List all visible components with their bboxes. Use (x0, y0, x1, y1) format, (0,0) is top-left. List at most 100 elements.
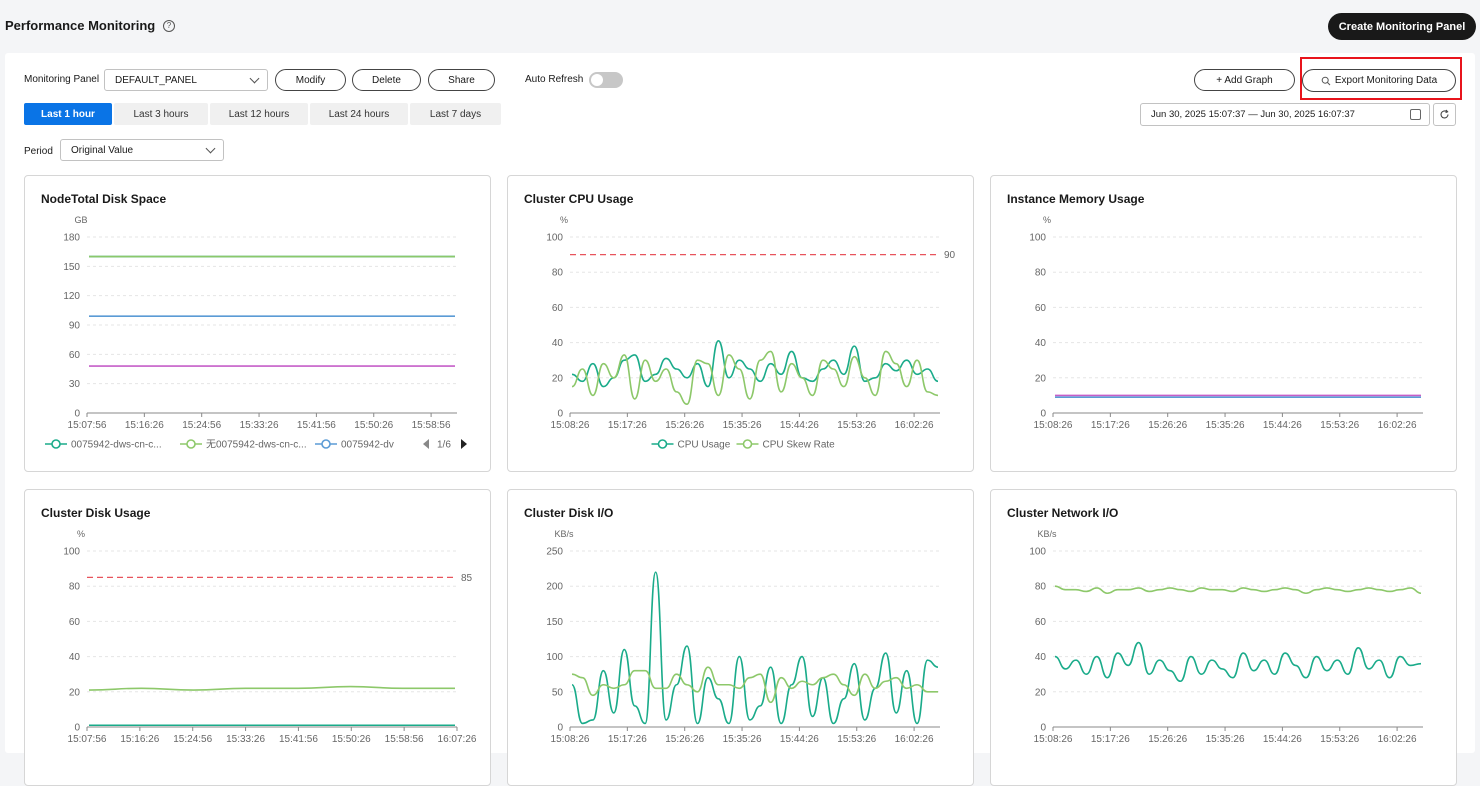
create-monitoring-panel-button[interactable]: Create Monitoring Panel (1328, 13, 1476, 40)
export-monitoring-data-button[interactable]: Export Monitoring Data (1302, 69, 1456, 92)
legend-marker (657, 439, 668, 449)
series-line (1054, 585, 1422, 595)
x-tick-label: 15:08:26 (551, 420, 590, 431)
x-tick-label: 15:24:56 (182, 420, 221, 431)
x-tick-label: 16:02:26 (895, 734, 934, 745)
chart-title: Cluster Disk I/O (524, 506, 614, 520)
chart-card: Cluster Disk Usage % 0 20 40 60 80 100 15:07:56… (24, 489, 491, 786)
calendar-icon (1410, 109, 1421, 120)
refresh-button[interactable] (1433, 103, 1456, 126)
y-tick-label: 20 (69, 687, 81, 698)
y-tick-label: 80 (552, 268, 564, 279)
y-tick-label: 60 (1035, 617, 1047, 628)
chart-cluster-disk-io: KB/s 0 50 100 150 200 250 15:08:26 15:17:26 15:26… (546, 529, 940, 745)
period-value: Original Value (71, 144, 134, 156)
share-button[interactable]: Share (428, 69, 495, 91)
y-tick-label: 80 (69, 582, 81, 593)
add-graph-button[interactable]: + Add Graph (1194, 69, 1295, 91)
y-tick-label: 120 (63, 291, 80, 302)
x-tick-label: 15:41:56 (297, 420, 336, 431)
chart-instance-memory-usage: % 0 20 40 60 80 100 15:08:26 15:17:26 15:26:26 15:… (1029, 215, 1423, 431)
chart-node-disk-space: GB 0 30 60 90 120 150 180 15:07:56 15:16:26 15:24:… (45, 215, 467, 451)
delete-button[interactable]: Delete (352, 69, 421, 91)
tab-last-1-hour[interactable]: Last 1 hour (24, 103, 112, 125)
tab-last-12-hours[interactable]: Last 12 hours (210, 103, 308, 125)
monitoring-panel-select[interactable]: DEFAULT_PANEL (104, 69, 268, 91)
x-tick-label: 15:17:26 (608, 734, 647, 745)
y-tick-label: 60 (69, 617, 81, 628)
monitoring-panel-value: DEFAULT_PANEL (115, 74, 197, 86)
y-tick-label: 0 (1040, 723, 1046, 734)
tab-last-3-hours[interactable]: Last 3 hours (114, 103, 208, 125)
threshold-label: 90 (944, 250, 956, 261)
main-panel: Monitoring Panel DEFAULT_PANEL Modify De… (5, 53, 1475, 786)
search-icon (1321, 76, 1331, 85)
x-tick-label: 15:53:26 (837, 420, 876, 431)
y-tick-label: 20 (1035, 687, 1047, 698)
y-tick-label: 90 (69, 321, 81, 332)
chart-card: Cluster Disk I/O KB/s 0 50 100 150 200 250 15:0… (507, 489, 974, 786)
series-line (88, 685, 455, 691)
x-tick-label: 15:26:26 (665, 734, 704, 745)
auto-refresh-toggle[interactable] (589, 72, 623, 88)
x-tick-label: 15:16:26 (120, 734, 159, 745)
legend-marker (51, 439, 61, 449)
x-tick-label: 15:08:26 (1034, 734, 1073, 745)
x-tick-label: 15:35:26 (723, 734, 762, 745)
chart-card: Cluster CPU Usage % 0 20 40 60 80 100 15:08:26 1… (507, 175, 974, 472)
y-tick-label: 180 (63, 233, 80, 244)
legend-next-icon (461, 439, 467, 449)
auto-refresh-label: Auto Refresh (525, 74, 584, 85)
period-select[interactable]: Original Value (60, 139, 224, 161)
threshold-label: 85 (461, 573, 473, 584)
y-tick-label: 200 (546, 582, 563, 593)
chart-cluster-disk-usage: % 0 20 40 60 80 100 15:07:56 15:16:26 15:24:56 15:… (63, 529, 477, 745)
date-range-picker[interactable]: Jun 30, 2025 15:07:37 — Jun 30, 2025 16:… (1140, 103, 1430, 126)
y-tick-label: 50 (552, 687, 564, 698)
y-tick-label: 40 (69, 652, 81, 663)
y-axis-unit: GB (74, 215, 87, 225)
legend-marker (186, 439, 196, 449)
chart-cluster-network-io: KB/s 0 20 40 60 80 100 15:08:26 15:17:26 15:26:26… (1029, 529, 1423, 745)
y-tick-label: 100 (546, 233, 563, 244)
y-axis-unit: KB/s (554, 529, 574, 539)
y-axis-unit: % (1043, 215, 1051, 225)
y-tick-label: 0 (74, 723, 80, 734)
x-tick-label: 15:07:56 (68, 734, 107, 745)
x-tick-label: 15:08:26 (1034, 420, 1073, 431)
chart-title: Cluster CPU Usage (524, 192, 634, 206)
x-tick-label: 15:50:26 (332, 734, 371, 745)
y-axis-unit: % (77, 529, 85, 539)
x-tick-label: 15:17:26 (608, 420, 647, 431)
period-label: Period (24, 146, 53, 157)
tab-last-7-days[interactable]: Last 7 days (410, 103, 501, 125)
x-tick-label: 15:16:26 (125, 420, 164, 431)
y-tick-label: 0 (1040, 409, 1046, 420)
legend-label: 0075942-dws-cn-c... (71, 440, 162, 451)
x-tick-label: 15:26:26 (665, 420, 704, 431)
x-tick-label: 15:07:56 (68, 420, 107, 431)
y-tick-label: 0 (74, 409, 80, 420)
y-axis-unit: KB/s (1037, 529, 1057, 539)
x-tick-label: 15:53:26 (1320, 420, 1359, 431)
x-tick-label: 15:41:56 (279, 734, 318, 745)
toggle-knob (591, 74, 603, 86)
top-bar: Performance Monitoring ? Create Monitori… (0, 0, 1480, 52)
y-tick-label: 40 (1035, 338, 1047, 349)
legend-label: CPU Skew Rate (763, 440, 836, 451)
legend-label: CPU Usage (678, 440, 731, 451)
x-tick-label: 16:02:26 (895, 420, 934, 431)
y-tick-label: 150 (546, 617, 563, 628)
y-tick-label: 60 (69, 350, 81, 361)
y-tick-label: 100 (63, 547, 80, 558)
x-tick-label: 15:50:26 (354, 420, 393, 431)
x-tick-label: 15:44:26 (780, 420, 819, 431)
modify-button[interactable]: Modify (275, 69, 346, 91)
date-range-value: Jun 30, 2025 15:07:37 — Jun 30, 2025 16:… (1151, 109, 1355, 120)
x-tick-label: 15:08:26 (551, 734, 590, 745)
tab-last-24-hours[interactable]: Last 24 hours (310, 103, 408, 125)
help-icon[interactable]: ? (163, 20, 175, 32)
x-tick-label: 15:44:26 (780, 734, 819, 745)
y-tick-label: 20 (1035, 373, 1047, 384)
y-tick-label: 20 (552, 373, 564, 384)
